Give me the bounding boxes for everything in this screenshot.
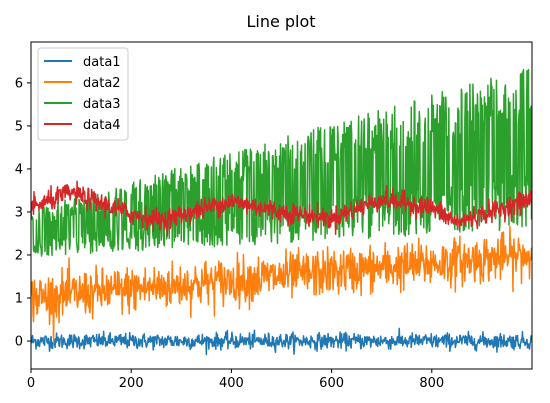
chart-title: Line plot	[246, 12, 315, 31]
y-tick-label: 1	[15, 292, 23, 307]
y-tick-label: 4	[15, 162, 23, 177]
y-axis: 0 1 2 3 4 5 6	[15, 76, 31, 349]
legend-label-data1: data1	[83, 55, 121, 70]
x-tick-label: 400	[219, 376, 244, 391]
x-tick-label: 800	[419, 376, 444, 391]
y-tick-label: 3	[15, 205, 23, 220]
series-line-data2	[31, 226, 532, 342]
legend-label-data3: data3	[83, 97, 121, 112]
series-line-data1	[31, 328, 532, 354]
legend: data1 data2 data3 data4	[38, 48, 128, 140]
y-tick-label: 5	[15, 119, 23, 134]
x-axis: 0 200 400 600 800	[27, 369, 444, 391]
x-tick-label: 600	[319, 376, 344, 391]
legend-label-data2: data2	[83, 76, 121, 91]
y-tick-label: 2	[15, 248, 23, 263]
legend-label-data4: data4	[83, 118, 121, 133]
x-tick-label: 0	[27, 376, 35, 391]
y-tick-label: 0	[15, 335, 23, 350]
x-tick-label: 200	[119, 376, 144, 391]
y-tick-label: 6	[15, 76, 23, 91]
